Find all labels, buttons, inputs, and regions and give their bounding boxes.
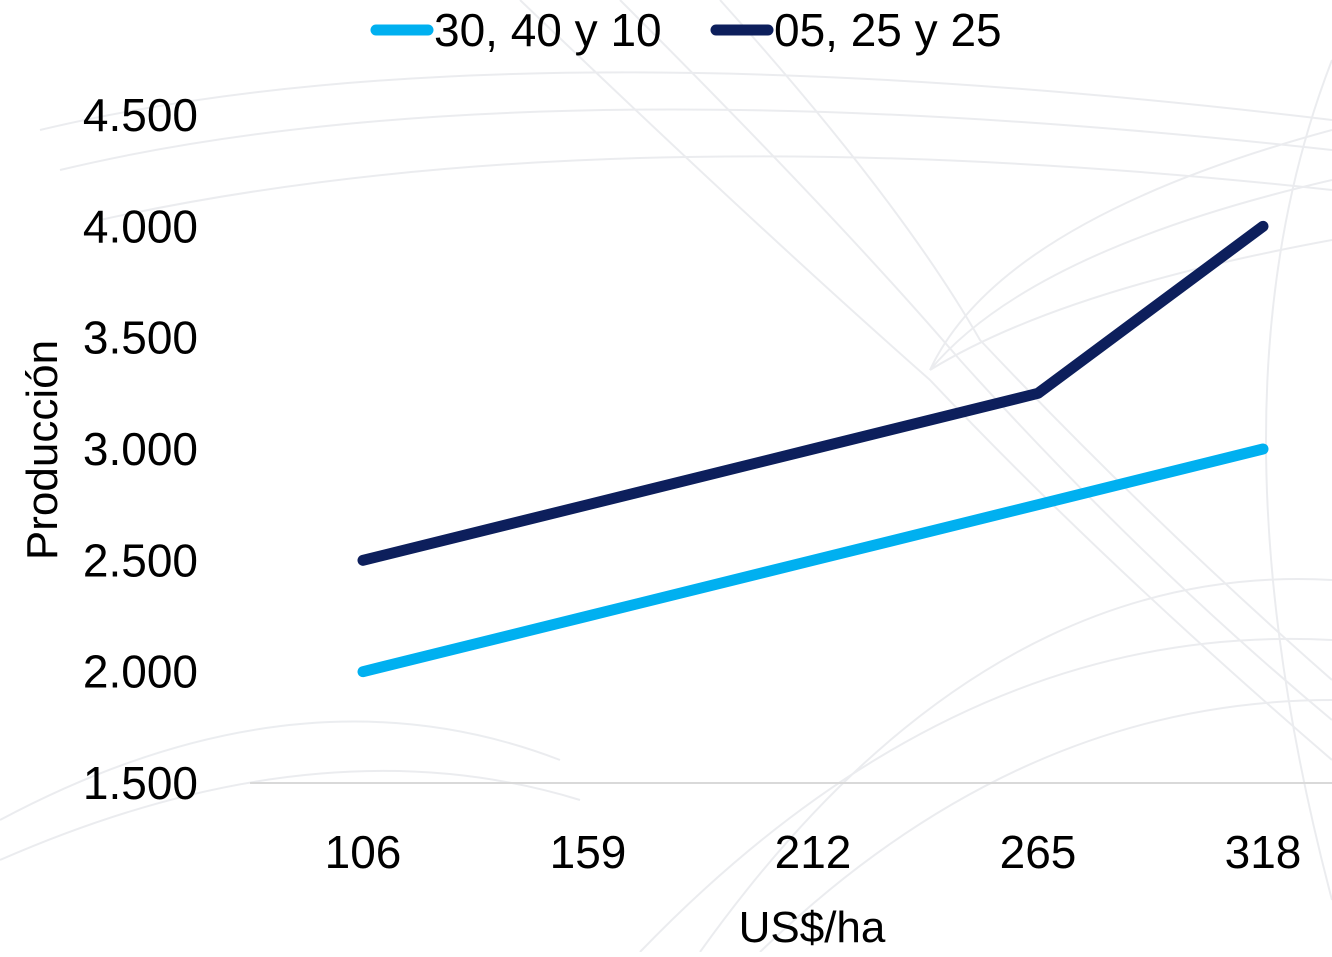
y-axis-tick-labels: 1.500 2.000 2.500 3.000 3.500 4.000 4.500: [83, 89, 198, 809]
y-tick-label: 3.000: [83, 423, 198, 475]
x-tick-label: 265: [1000, 826, 1077, 878]
legend: 30, 40 y 10 05, 25 y 25: [376, 4, 1002, 56]
legend-label: 30, 40 y 10: [434, 4, 662, 56]
x-axis-title: US$/ha: [739, 903, 886, 952]
y-tick-label: 1.500: [83, 757, 198, 809]
y-tick-label: 4.500: [83, 89, 198, 141]
y-tick-label: 3.500: [83, 312, 198, 364]
x-tick-label: 159: [550, 826, 627, 878]
x-tick-label: 212: [775, 826, 852, 878]
y-axis-title: Producción: [18, 340, 67, 560]
x-tick-label: 106: [325, 826, 402, 878]
series-line-2: [363, 226, 1263, 560]
y-tick-label: 2.500: [83, 534, 198, 586]
x-axis-tick-labels: 106 159 212 265 318: [325, 826, 1302, 878]
x-tick-label: 318: [1225, 826, 1302, 878]
legend-label: 05, 25 y 25: [774, 4, 1002, 56]
y-tick-label: 4.000: [83, 200, 198, 252]
y-tick-label: 2.000: [83, 646, 198, 698]
